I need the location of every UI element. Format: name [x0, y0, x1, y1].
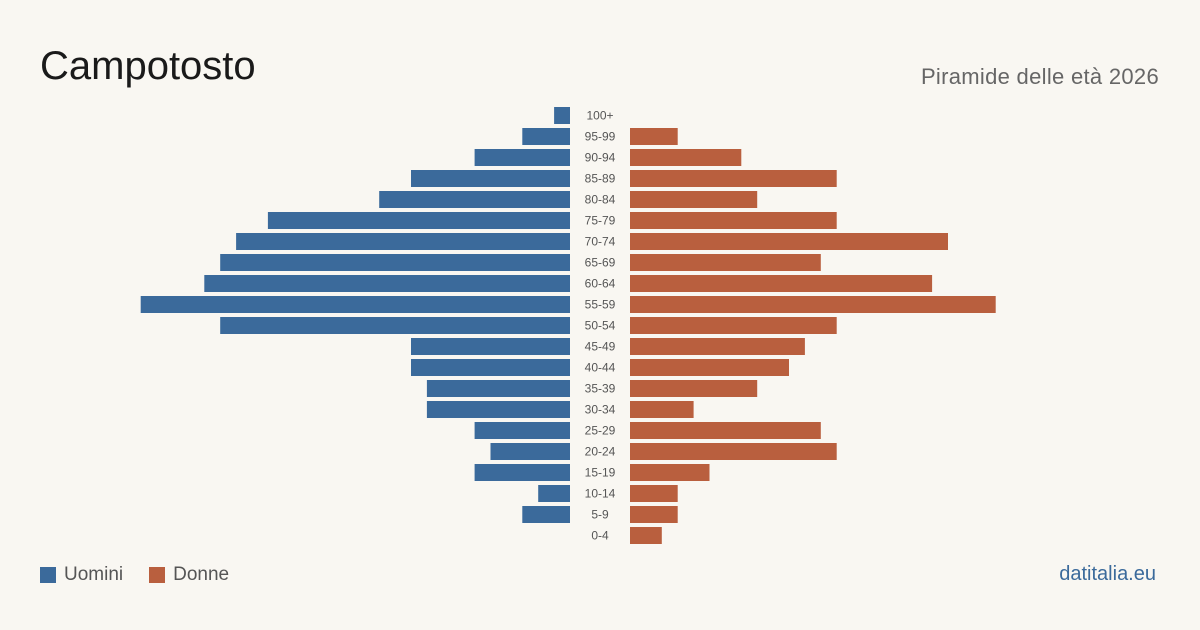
- men-bar-35-39: [426, 380, 570, 397]
- legend-item-women: Donne: [149, 564, 229, 586]
- men-bar-40-44: [411, 359, 570, 376]
- age-label-70-74: 70-74: [585, 235, 616, 249]
- age-label-50-54: 50-54: [585, 319, 616, 333]
- men-bar-20-24: [490, 443, 570, 460]
- women-bars: [630, 128, 996, 544]
- women-bar-85-89: [630, 170, 837, 187]
- women-bar-70-74: [630, 233, 948, 250]
- men-bar-65-69: [220, 254, 570, 271]
- legend: Uomini Donne: [40, 564, 255, 586]
- age-label-10-14: 10-14: [585, 487, 616, 501]
- men-bar-95-99: [522, 128, 570, 145]
- men-bars: [140, 107, 571, 523]
- women-bar-45-49: [630, 338, 805, 355]
- men-bar-85-89: [411, 170, 570, 187]
- women-bar-80-84: [630, 191, 758, 208]
- age-label-20-24: 20-24: [585, 445, 616, 459]
- legend-label-men: Uomini: [64, 564, 124, 585]
- women-bar-50-54: [630, 317, 837, 334]
- age-label-60-64: 60-64: [585, 277, 616, 291]
- women-bar-90-94: [630, 149, 742, 166]
- women-bar-75-79: [630, 212, 837, 229]
- women-bar-20-24: [630, 443, 837, 460]
- chart-subtitle: Piramide delle età 2026: [920, 64, 1159, 89]
- men-bar-10-14: [538, 485, 570, 502]
- age-label-65-69: 65-69: [585, 256, 616, 270]
- men-bar-70-74: [236, 233, 570, 250]
- age-label-95-99: 95-99: [585, 130, 616, 144]
- age-label-90-94: 90-94: [585, 151, 616, 165]
- age-label-35-39: 35-39: [585, 382, 616, 396]
- age-label-80-84: 80-84: [585, 193, 616, 207]
- women-bar-95-99: [630, 128, 678, 145]
- women-bar-40-44: [630, 359, 789, 376]
- age-label-30-34: 30-34: [585, 403, 616, 417]
- women-bar-15-19: [630, 464, 710, 481]
- men-bar-30-34: [426, 401, 570, 418]
- men-bar-75-79: [267, 212, 570, 229]
- brand-link[interactable]: datitalia.eu: [1059, 563, 1156, 585]
- men-bar-60-64: [204, 275, 571, 292]
- age-label-75-79: 75-79: [585, 214, 616, 228]
- age-label-40-44: 40-44: [585, 361, 616, 375]
- men-bar-80-84: [379, 191, 570, 208]
- men-bar-100+: [554, 107, 570, 124]
- legend-swatch-women: [149, 567, 166, 583]
- age-group-labels: 100+ 95-99 90-94 85-89 80-84 75-79 70-74 65-69 6…: [585, 109, 616, 543]
- women-bar-30-34: [630, 401, 694, 418]
- age-label-100+: 100+: [586, 109, 613, 123]
- men-bar-90-94: [474, 149, 570, 166]
- men-bar-50-54: [220, 317, 570, 334]
- women-bar-0-4: [630, 527, 662, 544]
- women-bar-25-29: [630, 422, 821, 439]
- women-bar-10-14: [630, 485, 678, 502]
- women-bar-35-39: [630, 380, 758, 397]
- age-label-0-4: 0-4: [591, 529, 609, 543]
- age-label-25-29: 25-29: [585, 424, 616, 438]
- men-bar-25-29: [474, 422, 570, 439]
- age-label-55-59: 55-59: [585, 298, 616, 312]
- age-label-5-9: 5-9: [591, 508, 609, 522]
- age-label-45-49: 45-49: [585, 340, 616, 354]
- women-bar-55-59: [630, 296, 996, 313]
- chart-title: Campotosto: [40, 44, 256, 88]
- men-bar-15-19: [474, 464, 570, 481]
- men-bar-55-59: [140, 296, 570, 313]
- legend-swatch-men: [40, 567, 56, 583]
- legend-item-men: Uomini: [40, 564, 123, 586]
- men-bar-45-49: [411, 338, 570, 355]
- women-bar-60-64: [630, 275, 933, 292]
- legend-label-women: Donne: [173, 564, 230, 585]
- age-label-85-89: 85-89: [585, 172, 616, 186]
- women-bar-65-69: [630, 254, 821, 271]
- women-bar-5-9: [630, 506, 678, 523]
- age-label-15-19: 15-19: [585, 466, 616, 480]
- men-bar-5-9: [522, 506, 570, 523]
